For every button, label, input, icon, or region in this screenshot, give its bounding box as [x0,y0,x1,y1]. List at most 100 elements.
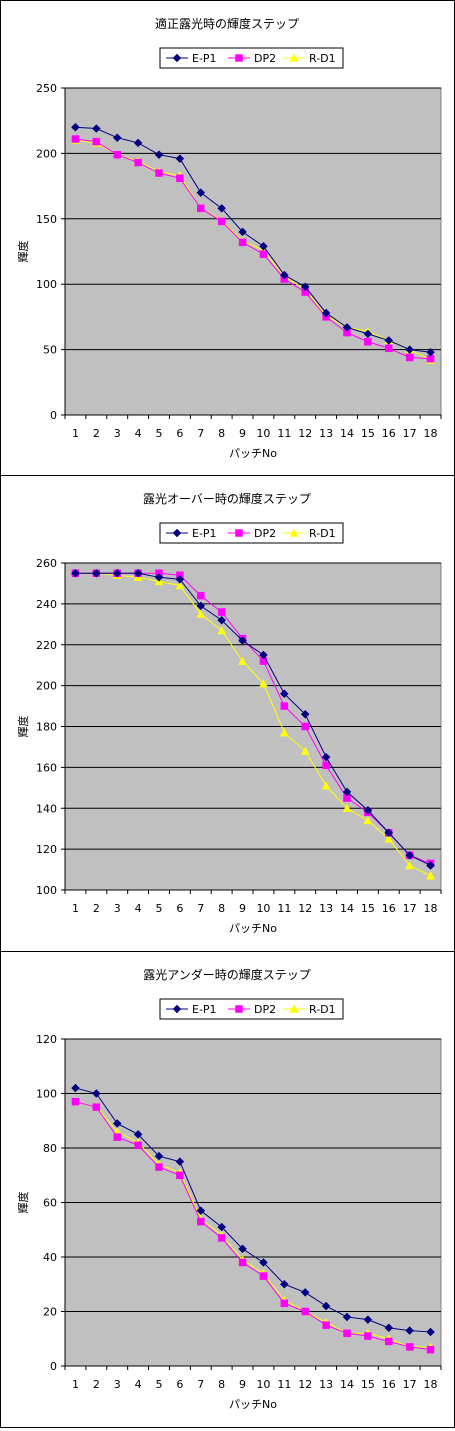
x-tick-label: 12 [298,427,312,440]
data-point [197,591,205,600]
data-point [71,1097,80,1106]
chart-title: 露光オーバー時の輝度ステップ [143,491,311,506]
x-tick-label: 5 [156,902,163,915]
x-tick-label: 6 [176,902,183,915]
data-point [92,1103,101,1111]
data-point [134,158,142,167]
x-tick-label: 3 [114,427,121,440]
data-point [300,1288,310,1297]
x-tick-label: 1 [72,902,79,915]
data-point [405,345,415,354]
data-point [238,1244,247,1254]
legend-square-marker [235,1005,243,1013]
y-tick-label: 140 [36,802,57,815]
legend-item-dp2: DP2 [228,1003,276,1016]
chart-underexposure: 露光アンダー時の輝度ステップ E-P1 DP2 R-D1 0 20 40 60 80 100 120… [16,967,442,1411]
x-tick-label: 4 [135,1378,142,1391]
data-point [217,625,227,635]
data-point [384,336,394,345]
data-point [133,1130,143,1139]
legend-label: E-P1 [192,52,217,65]
data-point [217,217,226,226]
data-point [343,1329,351,1338]
series-dp2 [71,1097,435,1354]
y-tick-label: 200 [36,680,57,693]
data-point [384,1323,394,1333]
legend-item-e-p1: E-P1 [166,1003,217,1016]
y-tick-label: 160 [36,761,57,774]
legend-diamond-marker [172,528,182,538]
y-tick-label: 60 [43,1197,57,1210]
x-tick-label: 10 [256,427,270,440]
legend-item-e-p1: E-P1 [166,527,217,540]
data-point [71,568,80,578]
y-axis-label: 輝度 [16,716,30,738]
x-tick-label: 16 [382,1378,396,1391]
x-tick-label: 14 [340,1378,354,1391]
legend-item-e-p1: E-P1 [166,52,217,65]
y-tick-label: 200 [36,147,57,160]
x-tick-label: 7 [197,427,204,440]
y-tick-label: 100 [36,884,57,897]
data-point [176,1171,184,1179]
x-tick-label: 17 [403,427,417,440]
data-point [238,238,247,247]
data-point [155,1163,163,1171]
x-tick-label: 9 [239,1378,246,1391]
x-tick-label: 15 [361,1378,375,1391]
data-point [363,1315,373,1325]
data-point [197,1217,205,1226]
legend-diamond-marker [172,1004,182,1014]
data-point [342,323,352,332]
data-point [217,1234,226,1242]
x-tick-label: 2 [93,427,100,440]
x-tick-label: 12 [298,1378,312,1391]
data-point [196,601,206,611]
x-tick-label: 14 [340,902,354,915]
legend-item-dp2: DP2 [228,52,276,65]
x-tick-label: 17 [403,902,417,915]
data-point [259,1272,268,1280]
data-point [384,834,394,843]
data-point [342,787,352,797]
data-point [175,574,185,584]
data-point [321,1301,331,1311]
data-point [112,568,122,578]
y-tick-label: 50 [43,344,57,357]
chart-overexposure: 露光オーバー時の輝度ステップ E-P1 DP2 R-D1 100 120 140 160 180… [16,491,442,935]
data-point [259,679,268,688]
data-point [300,746,310,755]
data-point [238,1258,247,1267]
x-tick-label: 3 [114,1378,121,1391]
legend-label: R-D1 [309,1003,336,1016]
x-tick-label: 10 [256,1378,270,1391]
x-tick-label: 5 [156,427,163,440]
legend-label: E-P1 [192,1003,217,1016]
data-point [154,150,164,160]
data-point [321,752,331,762]
x-tick-label: 7 [197,902,204,915]
legend-label: R-D1 [309,52,336,65]
data-point [154,1151,164,1161]
x-axis-label: パッチNo [229,447,277,460]
data-point [321,308,331,318]
y-tick-label: 100 [36,278,57,291]
data-point [196,1206,206,1216]
y-tick-label: 40 [43,1251,57,1264]
x-tick-label: 4 [135,902,142,915]
data-point [426,871,435,880]
legend: E-P1 DP2 R-D1 [159,998,344,1020]
data-point [259,241,268,251]
y-axis-label: 輝度 [16,241,30,263]
x-tick-label: 10 [256,902,270,915]
x-tick-label: 1 [72,1378,79,1391]
legend-item-r-d1: R-D1 [283,52,336,65]
x-axis-label: パッチNo [229,922,277,935]
data-point [71,135,80,143]
data-point [133,138,143,148]
legend-label: R-D1 [309,527,336,540]
x-tick-label: 12 [298,902,312,915]
x-tick-label: 8 [218,902,225,915]
data-point [280,702,289,710]
